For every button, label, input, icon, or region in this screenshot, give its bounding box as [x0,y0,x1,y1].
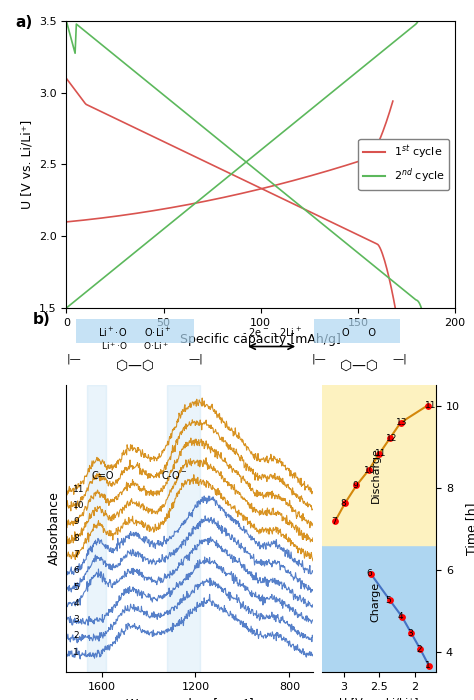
Text: 5: 5 [73,582,79,592]
Text: |—: |— [66,354,82,364]
Point [397,417,404,428]
Text: 3: 3 [407,629,413,638]
Bar [322,545,436,672]
Text: a): a) [16,15,33,30]
Y-axis label: Time [h]: Time [h] [465,503,474,554]
Text: 8: 8 [341,498,346,508]
Text: 11: 11 [73,484,85,494]
Text: 6: 6 [366,569,372,578]
Text: —|: —| [189,354,204,364]
Text: - 2e$^-$ - 2Li$^+$: - 2e$^-$ - 2Li$^+$ [242,326,301,340]
Point [365,465,373,476]
Text: 1: 1 [425,662,430,671]
Text: 6: 6 [73,566,79,575]
Text: 11: 11 [375,449,386,459]
Point [375,448,383,459]
Text: 4: 4 [398,612,403,621]
Text: Li$^+$·O      O·Li$^+$: Li$^+$·O O·Li$^+$ [98,326,172,340]
Bar [314,319,400,343]
Text: ⬡—⬡: ⬡—⬡ [340,358,378,372]
Point [341,498,349,509]
Text: C=O: C=O [91,471,113,481]
Point [353,480,360,491]
Text: 3: 3 [73,615,79,624]
Text: 9: 9 [73,517,79,526]
Y-axis label: Absorbance: Absorbance [48,491,61,566]
Text: 2: 2 [416,645,422,654]
Bar [76,319,194,343]
Text: |—: |— [311,354,326,364]
Bar [88,385,106,672]
Text: 5: 5 [386,596,392,605]
Text: 9: 9 [352,481,358,490]
Text: b): b) [33,312,51,327]
X-axis label: Wavenumber [cm⁻¹]: Wavenumber [cm⁻¹] [126,697,254,700]
Point [386,433,394,444]
Point [386,595,394,606]
Text: —|: —| [392,354,408,364]
Point [398,611,406,622]
Y-axis label: U [V vs. Li/Li⁺]: U [V vs. Li/Li⁺] [20,120,33,209]
Text: 13: 13 [396,418,408,427]
Text: 10: 10 [73,501,85,510]
Point [425,660,433,671]
Text: 8: 8 [73,533,79,542]
Text: 7: 7 [331,517,337,526]
Text: 10: 10 [365,466,376,475]
Text: ⬡—⬡: ⬡—⬡ [116,358,154,372]
Point [408,627,415,638]
Text: Li$^+$·O      O·Li$^+$: Li$^+$·O O·Li$^+$ [101,341,169,352]
Point [367,568,374,579]
Bar [322,381,436,545]
X-axis label: Specific capacity [mAh/g]: Specific capacity [mAh/g] [180,333,341,346]
Text: 1: 1 [73,648,79,657]
Text: Discharge: Discharge [371,447,381,503]
Text: Charge: Charge [371,582,381,622]
Point [331,515,339,526]
Bar [167,385,200,672]
X-axis label: U [V vs. Li/Li⁺]: U [V vs. Li/Li⁺] [339,697,419,700]
Text: 11: 11 [426,401,437,410]
Text: O      O: O O [342,328,376,337]
Text: 12: 12 [386,434,397,443]
Legend: 1$^{st}$ cycle, 2$^{nd}$ cycle: 1$^{st}$ cycle, 2$^{nd}$ cycle [358,139,449,190]
Text: 7: 7 [73,550,79,559]
Text: 2: 2 [73,631,79,640]
Point [424,400,431,411]
Point [417,644,424,655]
Text: 4: 4 [73,599,79,608]
Text: C-O$^-$: C-O$^-$ [161,469,188,481]
